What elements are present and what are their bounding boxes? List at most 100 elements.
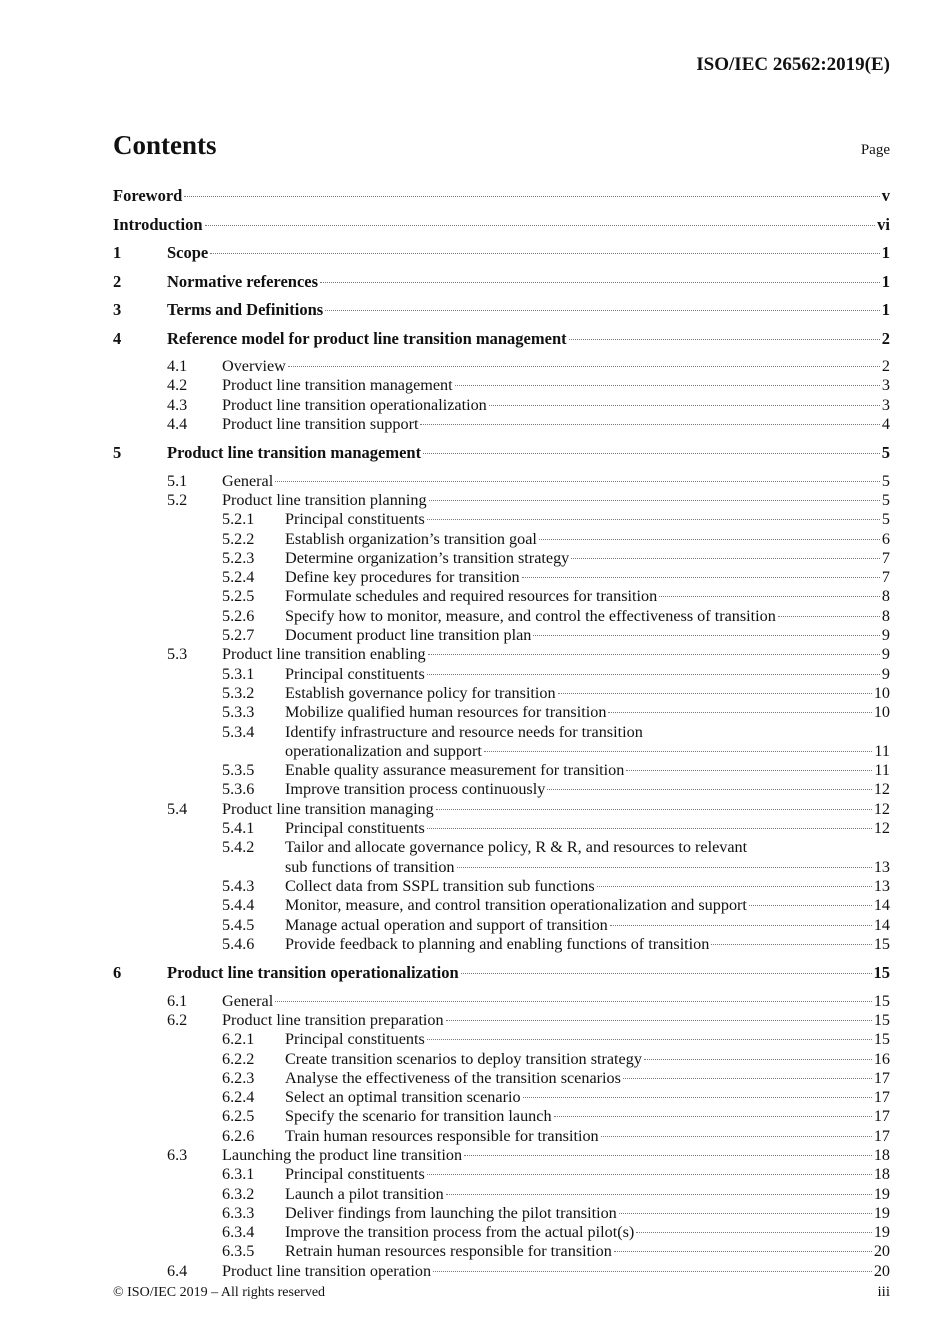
toc-entry-title: Product line transition management	[222, 376, 453, 395]
dot-leader	[568, 338, 880, 340]
toc-entry[interactable]: 5.3.5 Enable quality assurance measuremen…	[113, 761, 890, 780]
page-title: Contents	[113, 130, 217, 160]
toc-entry-page: 6	[881, 529, 890, 548]
toc-entry-title: Product line transition support	[222, 414, 419, 433]
toc-entry-page: 17	[873, 1107, 890, 1126]
toc-entry-title: Tailor and allocate governance policy, R…	[285, 838, 748, 857]
toc-entry[interactable]: 6.3.5 Retrain human resources responsible…	[113, 1242, 890, 1261]
toc-entry[interactable]: 5.3.2 Establish governance policy for tra…	[113, 684, 890, 703]
page-number: iii	[877, 1284, 890, 1300]
toc-entry-page: 15	[873, 1030, 890, 1049]
toc-entry-number: 6.4	[167, 1261, 188, 1280]
dot-leader	[426, 1174, 872, 1176]
dot-leader	[626, 770, 873, 772]
toc-entry[interactable]: 6.2.5 Specify the scenario for transition…	[113, 1107, 890, 1126]
toc-entry[interactable]: Foreword v	[113, 186, 890, 215]
toc-entry[interactable]: 5.2.7 Document product line transition pl…	[113, 626, 890, 645]
toc-entry-number: 5.3.5	[222, 761, 255, 780]
dot-leader	[711, 943, 872, 945]
toc-entry[interactable]: 6.1 General 15	[113, 992, 890, 1011]
toc-entry[interactable]: 5.3.6 Improve transition process continuo…	[113, 780, 890, 799]
toc-entry[interactable]: 6.3.3 Deliver findings from launching the…	[113, 1204, 890, 1223]
toc-entry[interactable]: 5.3.4 Identify infrastructure and resourc…	[113, 723, 890, 742]
toc-entry[interactable]: 2 Normative references 1	[113, 272, 890, 301]
dot-leader	[748, 905, 872, 907]
toc-entry[interactable]: 5.3.1 Principal constituents 9	[113, 665, 890, 684]
toc-entry[interactable]: 5.3.3 Mobilize qualified human resources …	[113, 703, 890, 722]
toc-entry-page: vi	[877, 214, 890, 234]
toc-entry[interactable]: 4.2 Product line transition management 3	[113, 376, 890, 395]
toc-entry-title: Product line transition planning	[222, 490, 427, 509]
toc-entry[interactable]: 6.2.3 Analyse the effectiveness of the tr…	[113, 1069, 890, 1088]
toc-entry[interactable]: 5.2.6 Specify how to monitor, measure, an…	[113, 607, 890, 626]
toc-entry-number: 4.3	[167, 395, 188, 414]
dot-leader	[445, 1019, 872, 1021]
toc-entry-page: 12	[873, 780, 890, 799]
toc-entry-title: Define key procedures for transition	[285, 568, 520, 587]
toc-entry[interactable]: 6.2.4 Select an optimal transition scenar…	[113, 1088, 890, 1107]
toc-entry[interactable]: 6.3.4 Improve the transition process from…	[113, 1223, 890, 1242]
toc-entry-title: Document product line transition plan	[285, 626, 532, 645]
toc-entry-number: 1	[113, 243, 122, 262]
toc-entry-title: Monitor, measure, and control transition…	[285, 896, 747, 915]
toc-entry[interactable]: 5.4.1 Principal constituents 12	[113, 819, 890, 838]
toc-entry[interactable]: 6.2.1 Principal constituents 15	[113, 1030, 890, 1049]
dot-leader	[609, 924, 872, 926]
page-column-label: Page	[860, 142, 890, 158]
toc-entry[interactable]: 5.2.4 Define key procedures for transitio…	[113, 568, 890, 587]
toc-entry[interactable]: 5.2.3 Determine organization’s transition…	[113, 549, 890, 568]
toc-entry[interactable]: 5.2.5 Formulate schedules and required re…	[113, 587, 890, 606]
toc-entry[interactable]: 4.3 Product line transition operationaliz…	[113, 396, 890, 415]
toc-entry[interactable]: 5.4.6 Provide feedback to planning and en…	[113, 935, 890, 954]
toc-entry[interactable]: 5.2 Product line transition planning 5	[113, 491, 890, 510]
toc-entry-page: 13	[873, 857, 890, 876]
toc-entry[interactable]: 6.2.2 Create transition scenarios to depl…	[113, 1050, 890, 1069]
dot-leader	[428, 499, 880, 501]
toc-entry[interactable]: 1 Scope 1	[113, 243, 890, 272]
toc-entry-page: 3	[881, 395, 890, 414]
toc-entry[interactable]: 6.2 Product line transition preparation 15	[113, 1011, 890, 1030]
toc-entry[interactable]: 6 Product line transition operationalizat…	[113, 963, 890, 992]
toc-entry-continuation[interactable]: operationalization and support 11	[113, 742, 890, 761]
toc-entry-page: 9	[881, 626, 890, 645]
toc-entry-page: 9	[881, 664, 890, 683]
toc-entry-page: 2	[881, 328, 890, 348]
toc-entry[interactable]: 5.4 Product line transition managing 12	[113, 800, 890, 819]
toc-entry[interactable]: 6.4 Product line transition operation 20	[113, 1262, 890, 1281]
toc-entry[interactable]: 6.3.1 Principal constituents 18	[113, 1165, 890, 1184]
dot-leader	[571, 557, 880, 559]
toc-entry[interactable]: 6.3 Launching the product line transition…	[113, 1146, 890, 1165]
toc-entry-number: 6.3.2	[222, 1184, 255, 1203]
toc-entry-title: Enable quality assurance measurement for…	[285, 761, 625, 780]
dot-leader	[636, 1232, 872, 1234]
toc-entry-title: Principal constituents	[285, 1165, 425, 1184]
toc-entry-page: 13	[873, 876, 890, 895]
toc-entry[interactable]: 5.4.5 Manage actual operation and support…	[113, 916, 890, 935]
toc-entry[interactable]: 6.2.6 Train human resources responsible f…	[113, 1127, 890, 1146]
toc-entry-page: 5	[881, 490, 890, 509]
toc-entry-number: 6.2.2	[222, 1049, 255, 1068]
toc-entry-number: 4.4	[167, 414, 188, 433]
toc-entry[interactable]: 5.2.1 Principal constituents 5	[113, 510, 890, 529]
toc-entry[interactable]: 3 Terms and Definitions 1	[113, 300, 890, 329]
toc-entry[interactable]: 5.1 General 5	[113, 472, 890, 491]
dot-leader	[643, 1058, 872, 1060]
toc-entry[interactable]: 5 Product line transition management 5	[113, 443, 890, 472]
toc-entry[interactable]: 4.1 Overview 2	[113, 357, 890, 376]
toc-entry[interactable]: 4 Reference model for product line transi…	[113, 329, 890, 358]
toc-entry-number: 6.3.3	[222, 1203, 255, 1222]
toc-entry[interactable]: 5.4.4 Monitor, measure, and control trans…	[113, 896, 890, 915]
toc-entry[interactable]: 5.4.3 Collect data from SSPL transition s…	[113, 877, 890, 896]
toc-entry[interactable]: 4.4 Product line transition support 4	[113, 415, 890, 434]
toc-entry-title: Establish organization’s transition goal	[285, 529, 537, 548]
toc-entry[interactable]: 5.3 Product line transition enabling 9	[113, 645, 890, 664]
toc-entry-title: Deliver findings from launching the pilo…	[285, 1203, 617, 1222]
dot-leader	[433, 1270, 872, 1272]
toc-entry[interactable]: 5.4.2 Tailor and allocate governance poli…	[113, 838, 890, 857]
dot-leader	[608, 712, 872, 714]
dot-leader	[184, 196, 880, 197]
toc-entry[interactable]: Introduction vi	[113, 215, 890, 244]
toc-entry-continuation[interactable]: sub functions of transition 13	[113, 858, 890, 877]
toc-entry[interactable]: 5.2.2 Establish organization’s transition…	[113, 530, 890, 549]
toc-entry[interactable]: 6.3.2 Launch a pilot transition 19	[113, 1185, 890, 1204]
